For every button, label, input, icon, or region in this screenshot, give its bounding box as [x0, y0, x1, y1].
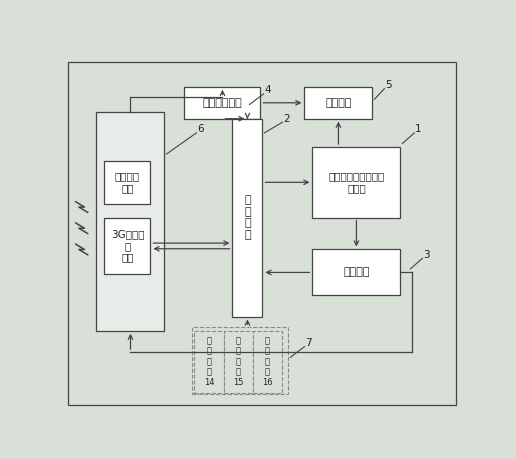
- Text: 控
制
模
块: 控 制 模 块: [244, 195, 251, 240]
- Text: 机动车气态污染物监
测模块: 机动车气态污染物监 测模块: [328, 172, 384, 193]
- Bar: [223, 331, 253, 392]
- Text: 指
示
单
元
16: 指 示 单 元 16: [262, 336, 273, 387]
- Text: 6: 6: [197, 124, 204, 134]
- Text: 显示模块: 显示模块: [325, 98, 352, 108]
- Bar: [195, 331, 223, 392]
- Bar: [232, 119, 263, 317]
- Bar: [185, 87, 261, 119]
- Text: 无线发射
模块: 无线发射 模块: [115, 172, 140, 193]
- Bar: [312, 249, 400, 296]
- Bar: [304, 87, 373, 119]
- Text: 评估警示模块: 评估警示模块: [203, 98, 243, 108]
- Text: 2: 2: [283, 114, 290, 124]
- Bar: [104, 161, 151, 203]
- Text: 7: 7: [305, 338, 312, 348]
- Text: 操
作
面
板
15: 操 作 面 板 15: [233, 336, 244, 387]
- Text: 4: 4: [264, 85, 271, 95]
- Bar: [253, 331, 282, 392]
- Text: 3: 3: [423, 250, 430, 260]
- Text: 存储模块: 存储模块: [343, 268, 369, 277]
- Bar: [192, 327, 288, 394]
- Text: 接
口
单
元
14: 接 口 单 元 14: [204, 336, 214, 387]
- Bar: [104, 218, 151, 274]
- Text: 3G通信接
口
模块: 3G通信接 口 模块: [111, 230, 144, 263]
- Text: 1: 1: [415, 124, 422, 134]
- Bar: [312, 147, 400, 218]
- Text: 5: 5: [385, 80, 392, 90]
- Bar: [96, 112, 165, 331]
